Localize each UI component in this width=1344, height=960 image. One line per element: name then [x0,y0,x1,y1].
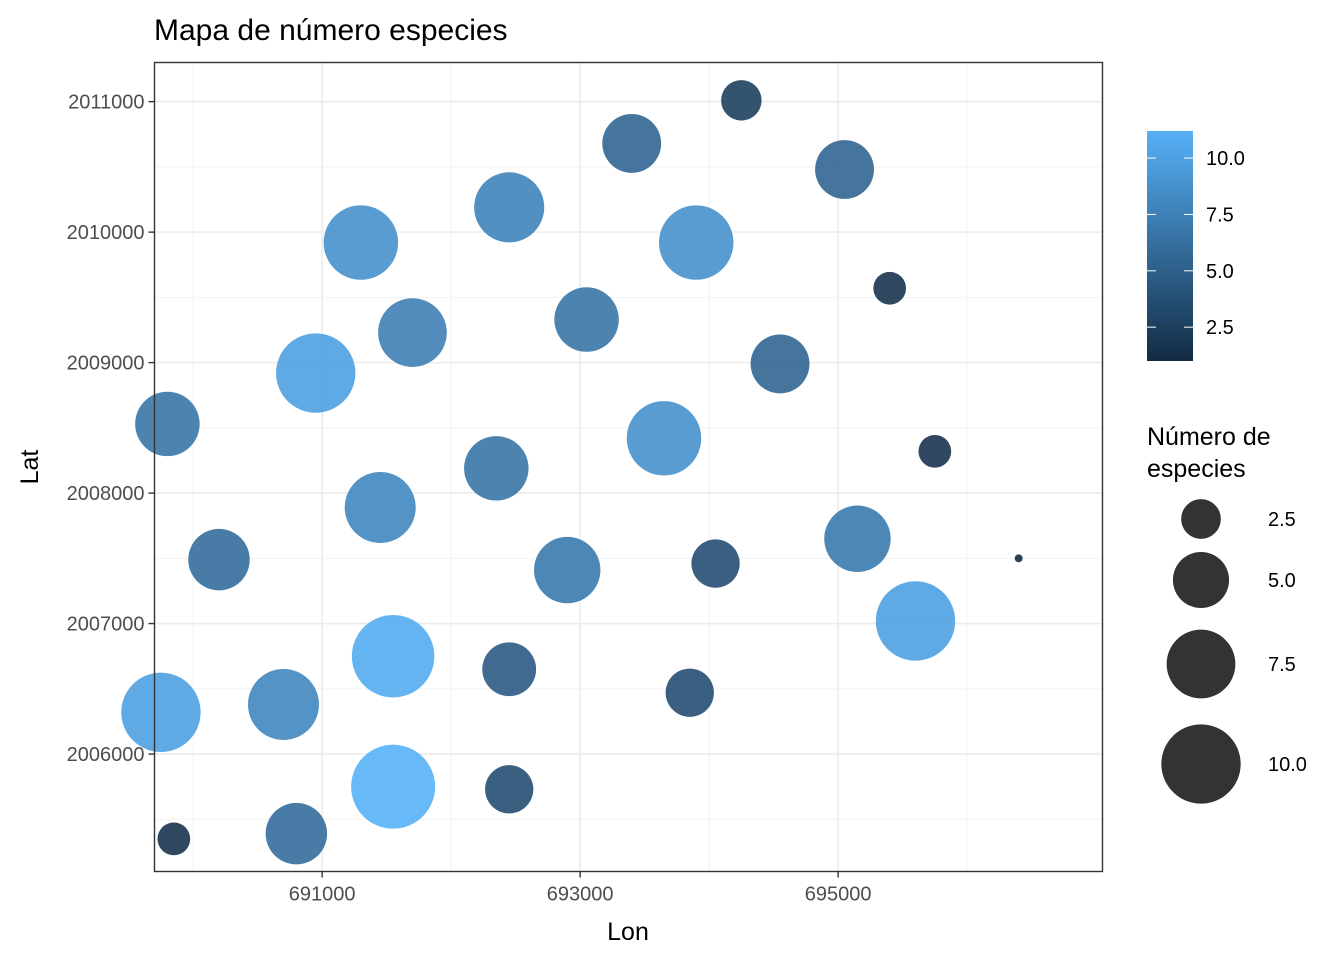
data-points [121,80,1023,865]
data-point [247,668,319,740]
data-point [691,539,740,588]
data-point [464,436,529,501]
axis-tick-labels: 691000 693000 695000 2006000 2007000 2008000 2… [67,92,872,906]
x-tick-label: 693000 [547,884,614,906]
colorbar-tick-label: 5.0 [1206,261,1234,283]
size-key-label: 5.0 [1268,570,1296,592]
plot-border [153,61,1104,873]
x-axis-title: Lon [607,918,649,946]
data-point [918,434,952,468]
data-point [1014,554,1023,563]
y-tick-label: 2009000 [67,353,145,375]
data-point [873,271,907,305]
data-point [351,744,436,829]
color-legend: 2.5 5.0 7.5 10.0 [1147,131,1245,361]
x-tick-label: 695000 [805,884,872,906]
data-point [626,401,702,476]
data-point [378,298,447,367]
colorbar-tick-label: 2.5 [1206,317,1234,339]
data-point [665,668,714,717]
axis-ticks [148,100,839,878]
colorbar-tick-label: 10.0 [1206,148,1245,170]
data-point [121,672,201,752]
colorbar-tick-label: 7.5 [1206,204,1234,226]
size-key-circle [1181,499,1221,539]
x-tick-label: 691000 [289,884,356,906]
size-legend: Número de especies 2.5 5.0 7.5 10.0 [1147,423,1307,804]
data-point [157,822,191,856]
data-point [276,333,356,413]
y-tick-label: 2010000 [67,222,145,244]
size-legend-keys: 2.5 5.0 7.5 10.0 [1161,499,1307,804]
y-tick-label: 2006000 [67,744,145,766]
data-point [658,205,734,280]
size-legend-title: Número de especies [1147,423,1278,483]
y-tick-label: 2008000 [67,483,145,505]
data-point [750,334,810,394]
data-point [188,528,250,591]
size-key-circle [1172,551,1230,609]
y-tick-label: 2011000 [68,92,144,114]
data-point [721,80,762,121]
data-point [482,642,537,697]
data-point [323,205,399,280]
y-axis-title: Lat [16,450,44,485]
data-point [474,172,545,243]
size-key-circle [1166,629,1236,699]
y-tick-label: 2007000 [67,614,145,636]
size-key-label: 2.5 [1268,509,1296,531]
data-point [815,140,874,199]
size-key-label: 10.0 [1268,754,1307,776]
data-point [554,287,619,352]
data-point [135,391,200,457]
data-point [485,765,534,814]
plot-background [154,62,1103,872]
colorbar-ticks: 2.5 5.0 7.5 10.0 [1147,148,1245,339]
size-key-circle [1161,724,1241,804]
size-key-label: 7.5 [1268,654,1296,676]
data-point [875,581,956,661]
data-point [824,505,891,572]
data-point [344,471,416,543]
colorbar [1147,131,1193,361]
chart-title: Mapa de número especies [154,14,508,47]
data-point [534,536,601,604]
data-point [602,113,662,173]
data-point [265,802,328,865]
data-point [351,614,435,698]
